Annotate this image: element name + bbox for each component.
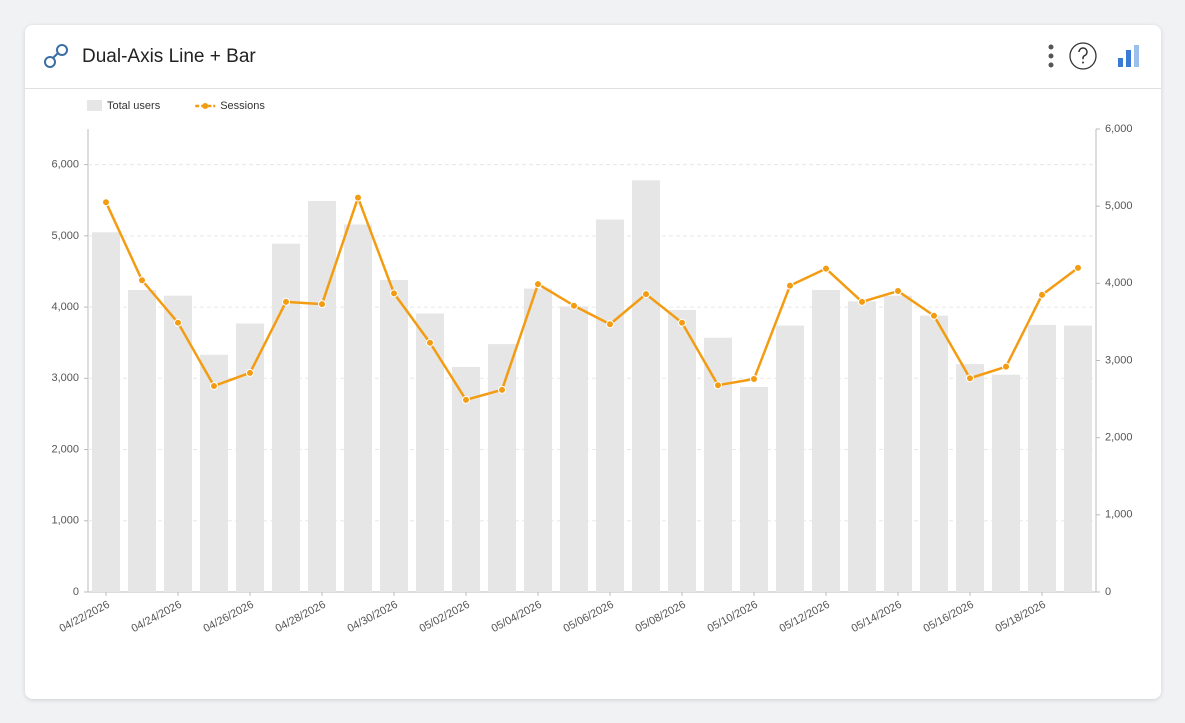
- y2-tick-label: 2,000: [1105, 432, 1133, 444]
- line-point: [606, 320, 614, 329]
- line-point: [1038, 290, 1046, 299]
- y-tick-label: 5,000: [51, 230, 79, 242]
- y-tick-label: 1,000: [51, 515, 79, 527]
- bar: [1028, 324, 1056, 592]
- y-tick-label: 0: [73, 586, 79, 598]
- bar: [344, 224, 372, 593]
- line-point: [462, 395, 470, 404]
- bar: [776, 325, 804, 592]
- line-point: [642, 290, 650, 299]
- bar: [164, 295, 192, 592]
- line-point: [930, 311, 938, 320]
- help-button[interactable]: [1069, 42, 1097, 70]
- bar: [488, 344, 516, 592]
- bar: [92, 232, 120, 593]
- card: [25, 25, 1161, 699]
- legend-label: Sessions: [220, 100, 265, 112]
- menu-button[interactable]: [1048, 44, 1054, 68]
- line-point: [714, 381, 722, 390]
- y2-tick-label: 1,000: [1105, 509, 1133, 521]
- line-point: [894, 287, 902, 296]
- bar: [200, 354, 228, 592]
- bar: [812, 289, 840, 592]
- line-point: [210, 381, 218, 390]
- y-tick-label: 4,000: [51, 301, 79, 313]
- chart-type-button[interactable]: [1118, 45, 1139, 67]
- bar: [272, 243, 300, 593]
- y2-tick-label: 3,000: [1105, 354, 1133, 366]
- y2-tick-label: 0: [1105, 586, 1111, 598]
- bar: [236, 323, 264, 592]
- line-point: [390, 289, 398, 298]
- bar: [884, 295, 912, 592]
- line-point: [1074, 263, 1082, 272]
- bar: [524, 288, 552, 592]
- line-point: [318, 300, 326, 309]
- line-point: [282, 297, 290, 306]
- legend-swatch: [202, 103, 209, 109]
- chart-title: Dual-Axis Line + Bar: [82, 46, 256, 67]
- line-point: [102, 198, 110, 207]
- line-point: [426, 338, 434, 347]
- bar: [632, 180, 660, 593]
- line-point: [534, 280, 542, 289]
- bar: [740, 386, 768, 592]
- bar: [956, 364, 984, 592]
- bar: [308, 200, 336, 593]
- bar: [1064, 325, 1092, 592]
- line-point: [822, 264, 830, 273]
- legend-label: Total users: [107, 100, 161, 112]
- bar: [128, 289, 156, 592]
- line-point: [174, 318, 182, 327]
- y-tick-label: 6,000: [51, 159, 79, 171]
- bar: [416, 313, 444, 592]
- line: [104, 196, 1079, 402]
- bar: [596, 219, 624, 592]
- line-point: [678, 318, 686, 327]
- card-icon: [44, 44, 68, 68]
- plot: 0 1,000 2,000 3,000 4,000 5,000 6,000 0 1,000 2,0…: [51, 100, 1132, 635]
- line-point: [138, 276, 146, 285]
- bar: [380, 280, 408, 592]
- legend-swatch: [87, 100, 102, 111]
- line-point: [1002, 362, 1010, 371]
- line-point: [750, 375, 758, 384]
- bar: [992, 374, 1020, 592]
- line-point: [246, 368, 254, 377]
- bar: [704, 337, 732, 592]
- line-point: [498, 385, 506, 394]
- y2-tick-label: 6,000: [1105, 123, 1133, 135]
- y-tick-label: 3,000: [51, 372, 79, 384]
- line-point: [570, 301, 578, 310]
- y2-tick-label: 5,000: [1105, 200, 1133, 212]
- y-tick-label: 2,000: [51, 443, 79, 455]
- y2-tick-label: 4,000: [1105, 277, 1133, 289]
- bar: [848, 301, 876, 592]
- bar: [560, 306, 588, 592]
- bar: [452, 366, 480, 592]
- line-point: [354, 193, 362, 202]
- bar: [920, 315, 948, 592]
- line-point: [858, 297, 866, 306]
- line-point: [966, 374, 974, 383]
- bar: [668, 309, 696, 592]
- line-point: [786, 281, 794, 290]
